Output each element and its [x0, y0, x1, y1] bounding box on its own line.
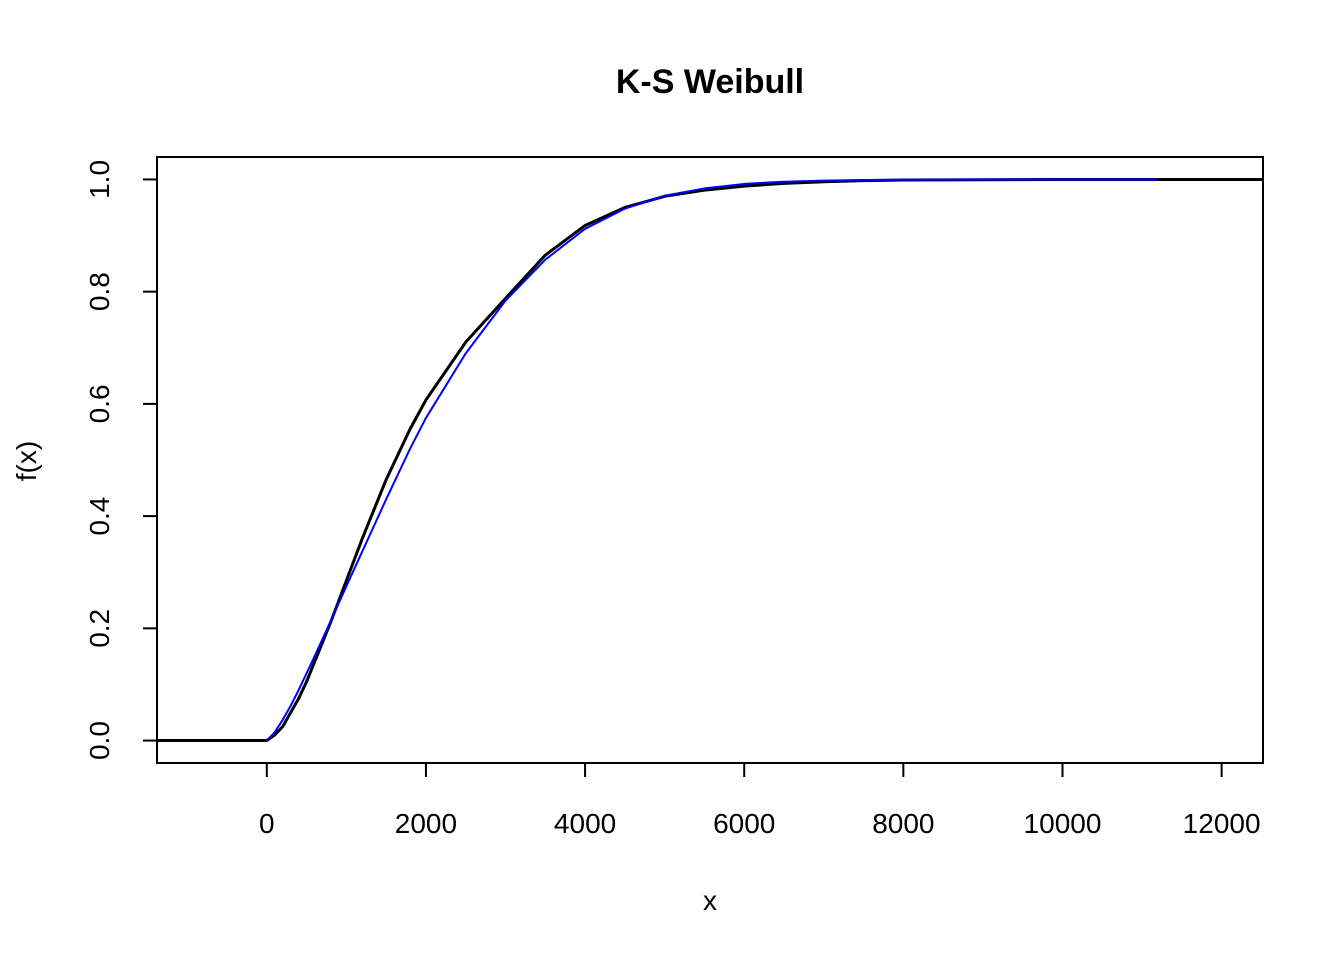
- y-tick-label: 0.6: [84, 384, 115, 423]
- y-tick-label: 0.2: [84, 609, 115, 648]
- x-axis-label: x: [703, 885, 717, 916]
- x-tick-label: 12000: [1183, 808, 1261, 839]
- x-tick-label: 8000: [872, 808, 934, 839]
- empirical-cdf-line: [157, 177, 1263, 743]
- x-axis: 0 2000 4000 6000 8000 10000 12000: [259, 762, 1261, 839]
- x-tick-label: 6000: [713, 808, 775, 839]
- x-tick-label: 0: [259, 808, 275, 839]
- y-tick-label: 1.0: [84, 160, 115, 199]
- x-tick-label: 2000: [395, 808, 457, 839]
- x-tick-label: 10000: [1024, 808, 1102, 839]
- x-tick-label: 4000: [554, 808, 616, 839]
- y-tick-label: 0.8: [84, 272, 115, 311]
- y-axis: 0.0 0.2 0.4 0.6 0.8 1.0: [84, 160, 158, 760]
- fitted-weibull-line: [266, 178, 1158, 742]
- chart-title: K-S Weibull: [616, 63, 804, 101]
- series-layer: [157, 177, 1263, 743]
- y-axis-label: f(x): [11, 441, 42, 481]
- y-tick-label: 0.4: [84, 497, 115, 536]
- plot-frame: [156, 156, 1264, 764]
- y-tick-label: 0.0: [84, 721, 115, 760]
